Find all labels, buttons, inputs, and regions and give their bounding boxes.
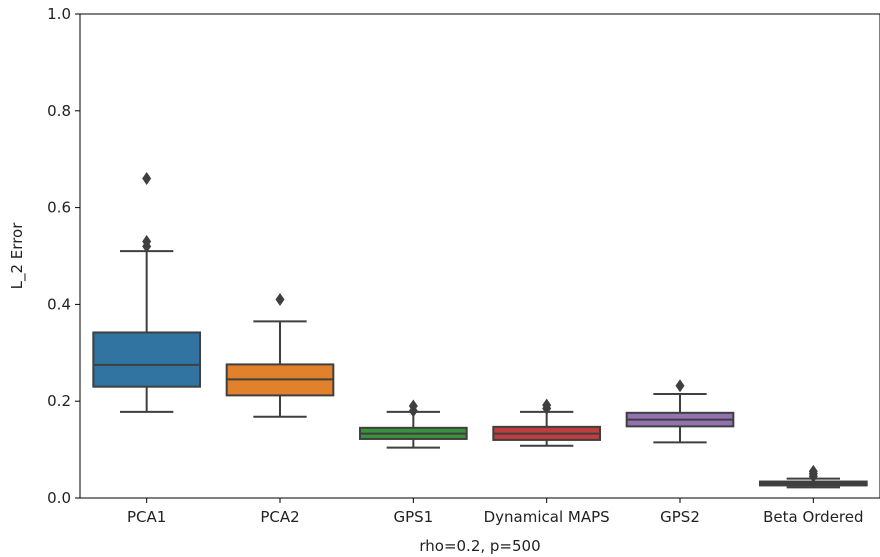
box-iqr [92,331,201,388]
y-axis-label: L_2 Error [8,222,27,290]
x-axis-ticks: PCA1 PCA2 GPS1 Dynamical MAPS GPS2 Beta Order… [127,498,864,526]
outlier-point [808,464,818,478]
y-tick-label: 0.0 [47,489,71,507]
y-tick-label: 0.8 [47,102,71,120]
x-axis-label: rho=0.2, p=500 [419,537,540,555]
box-dynamical-maps [492,398,602,447]
y-tick-label: 0.6 [47,199,71,217]
plot-frame [79,13,880,499]
outlier-point [675,379,685,393]
y-tick-label: 1.0 [47,5,71,23]
box-gps2 [625,379,735,444]
y-axis-ticks: 0.0 0.2 0.4 0.6 0.8 1.0 [47,5,80,507]
outlier-point [142,234,152,248]
x-tick-label: PCA2 [260,508,299,526]
x-tick-label: GPS1 [393,508,433,526]
box-beta-ordered [759,464,868,489]
x-tick-label: PCA1 [127,508,166,526]
x-tick-label: GPS2 [660,508,700,526]
outlier-point [408,399,418,413]
outlier-point [142,172,152,186]
box-gps1 [359,399,468,449]
box-series [92,172,868,489]
y-tick-label: 0.2 [47,392,71,410]
outlier-point [542,398,552,412]
x-tick-label: Dynamical MAPS [484,508,610,526]
box-pca2 [225,293,335,418]
x-tick-label: Beta Ordered [763,508,863,526]
y-tick-label: 0.4 [47,295,71,313]
outlier-point [275,293,285,307]
box-pca1 [92,172,201,413]
